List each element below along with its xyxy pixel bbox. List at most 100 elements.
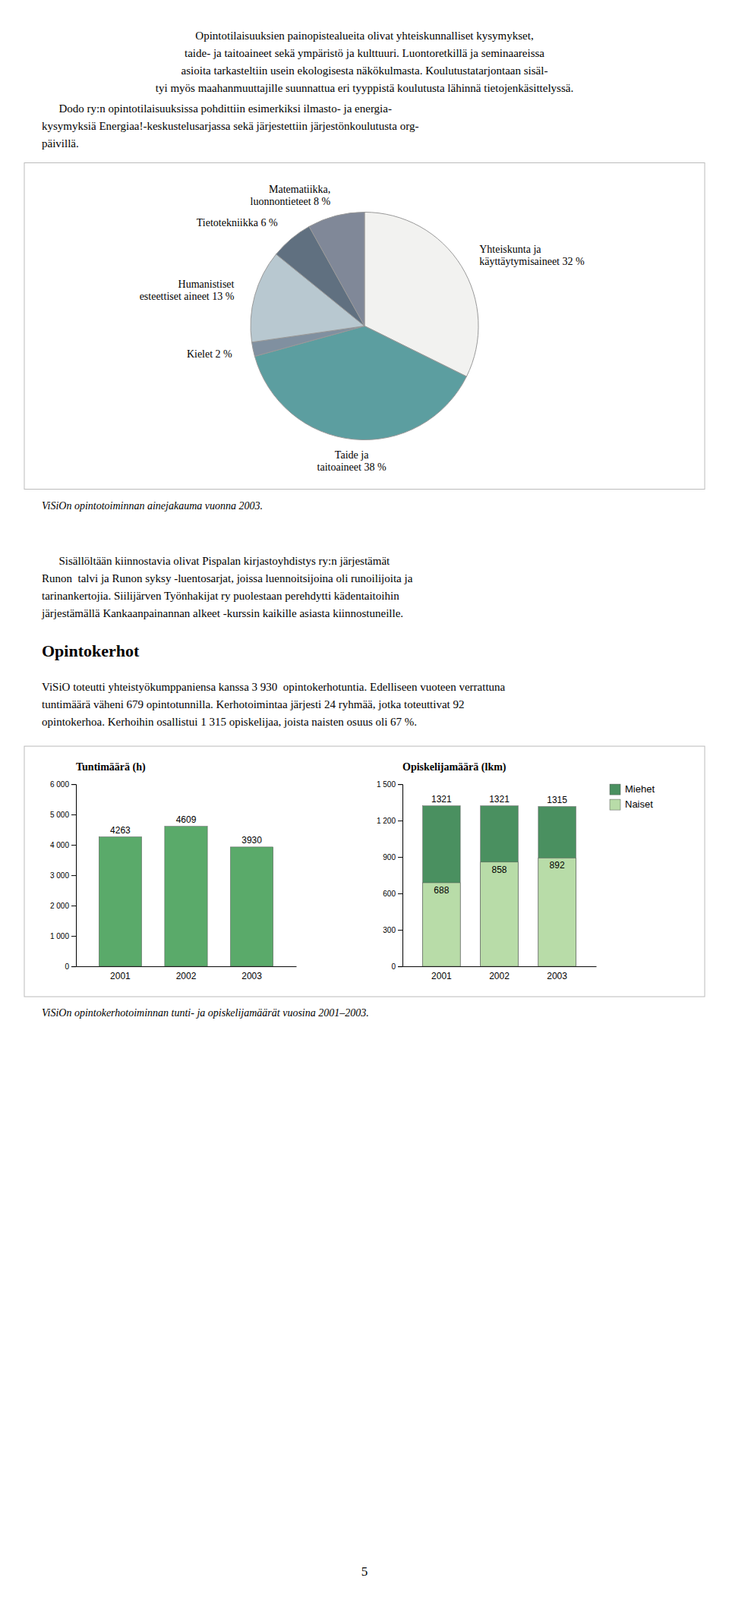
x-tick-label: 2002 (176, 971, 197, 982)
paragraph-line: Dodo ry:n opintotilaisuuksissa pohdittii… (41, 102, 392, 115)
x-tick: 2001 (110, 971, 131, 982)
y-tick: 6 000 (50, 780, 76, 789)
bar (538, 858, 576, 967)
data-label: 688 (433, 885, 449, 897)
y-tick-label: 3 000 (50, 871, 70, 881)
paragraph-line: opintokerhoа. Kerhoihin osallistui 1 315… (41, 716, 417, 729)
y-tick-mark (71, 966, 76, 968)
y-tick-label: 4 000 (50, 841, 70, 850)
y-tick: 1 200 (376, 817, 403, 826)
data-label: 4263 (110, 825, 131, 837)
y-tick: 900 (382, 853, 403, 862)
paragraph-line: päivillä. (41, 137, 79, 150)
y-tick: 2 000 (50, 902, 76, 911)
y-tick-label: 2 000 (50, 902, 70, 911)
chart-title: Opiskelijamäärä (lkm) (402, 761, 507, 774)
page: Opintotilaisuuksien painopistealueita ol… (0, 0, 729, 1600)
y-tick-mark (71, 845, 76, 846)
data-label: 1321 (431, 794, 452, 805)
chart-frame (24, 163, 705, 490)
pie-label: Tietotekniikka 6 % (196, 217, 278, 229)
bar (422, 806, 461, 967)
data-label: 4609 (176, 814, 197, 826)
pie-label-line: Tietotekniikka 6 % (196, 217, 278, 229)
heading: Opintokerhot (41, 641, 140, 661)
data-label: 1315 (546, 795, 568, 806)
caption: ViSiOn opintokerhotoiminnan tunti- ja op… (41, 1007, 370, 1020)
data-label: 858 (491, 864, 507, 876)
y-tick-label: 5 000 (50, 811, 70, 820)
pie-label-line: luonnontieteet 8 % (250, 195, 332, 208)
x-tick-label: 2003 (241, 971, 262, 982)
y-tick-mark (71, 875, 76, 877)
bars (422, 806, 577, 967)
y-tick-label: 0 (391, 962, 396, 972)
x-tick-label: 2003 (546, 971, 568, 982)
legend-swatch (609, 799, 621, 811)
y-tick-label: 600 (382, 889, 396, 899)
y-tick-mark (71, 784, 76, 786)
paragraph-line: tuntimäärä väheni 679 opintotunnilla. Ke… (41, 698, 465, 711)
y-tick-mark (397, 966, 403, 968)
data-labels: 4263 4609 3930 (110, 814, 262, 846)
bar (480, 806, 518, 967)
paragraph-line: tarinankertojia. Siilijärven Työnhakijat… (41, 590, 400, 603)
paragraph-line: kysymyksiä Energiaa!-keskustelusarjassa … (41, 119, 419, 133)
pie-label-line: käyttäytymisaineet 32 % (479, 255, 585, 268)
y-tick: 5 000 (50, 811, 76, 820)
bar-chart: 03006009001 2001 50020012002200313211321… (376, 761, 655, 982)
paragraph-line: ViSiO toteutti yhteistyökumppaniensa kan… (41, 681, 506, 694)
y-tick: 1 500 (376, 780, 403, 789)
pie: Yhteiskunta jakäyttäytymisaineet 32 % Tai… (139, 183, 585, 474)
bars (98, 826, 273, 967)
paragraph-line: asioita tarkasteltiin usein ekologisesta… (181, 64, 549, 77)
legend: Miehet Naiset (609, 783, 655, 811)
y-axis-line (71, 785, 77, 968)
chart-title: Tuntimäärä (h) (75, 761, 146, 774)
chart-frame (24, 746, 705, 998)
pie-label-line: Yhteiskunta ja (479, 243, 542, 256)
bar (480, 862, 518, 967)
y-tick-label: 1 000 (50, 932, 70, 941)
pie-label-line: esteettiset aineet 13 % (139, 290, 235, 303)
data-label: 1321 (489, 794, 510, 805)
pie-label: Taide jataitoaineet 38 % (317, 449, 387, 474)
paragraph-line: Opintotilaisuuksien painopistealueita ol… (195, 29, 534, 42)
data-label: 3930 (241, 835, 262, 846)
y-axis-line (397, 785, 404, 968)
y-tick: 1 000 (50, 932, 76, 941)
pie-label: Kielet 2 % (186, 348, 233, 360)
legend-swatch (609, 784, 621, 796)
y-tick: 0 (391, 962, 403, 972)
x-tick: 2002 (176, 971, 197, 982)
x-axis-line (403, 966, 597, 968)
y-tick-mark (397, 930, 403, 931)
pie-label-line: Kielet 2 % (186, 348, 233, 360)
y-tick: 300 (382, 926, 403, 935)
x-axis: 2001 2002 2003 (403, 967, 597, 982)
x-tick: 2002 (489, 971, 510, 982)
y-tick-mark (71, 814, 76, 816)
y-tick-label: 0 (64, 962, 70, 972)
y-tick-label: 300 (382, 926, 396, 935)
x-tick: 2001 (431, 971, 452, 982)
y-tick-mark (71, 905, 76, 907)
y-tick-label: 900 (382, 853, 396, 862)
legend-entry: Naiset (624, 798, 654, 811)
legend-entry: Miehet (624, 783, 655, 796)
y-tick: 600 (382, 889, 403, 899)
pie-slice (309, 212, 365, 327)
bar (230, 847, 273, 967)
y-tick: 0 (64, 962, 76, 972)
x-tick-label: 2001 (110, 971, 131, 982)
y-tick-label: 1 200 (376, 817, 396, 826)
pie-label: Yhteiskunta jakäyttäytymisaineet 32 % (479, 243, 585, 268)
y-tick: 3 000 (50, 871, 76, 881)
x-tick-label: 2002 (489, 971, 510, 982)
bar (422, 883, 461, 967)
data-labels: 132113211315688858892 (431, 794, 568, 897)
y-axis: 0 1 000 2 000 3 000 4 000 5 000 6 000 (50, 780, 77, 972)
x-tick: 2003 (241, 971, 262, 982)
paragraph-line: järjestämällä Kankaanpainannan alkeet -k… (41, 607, 404, 620)
x-tick-label: 2001 (431, 971, 452, 982)
